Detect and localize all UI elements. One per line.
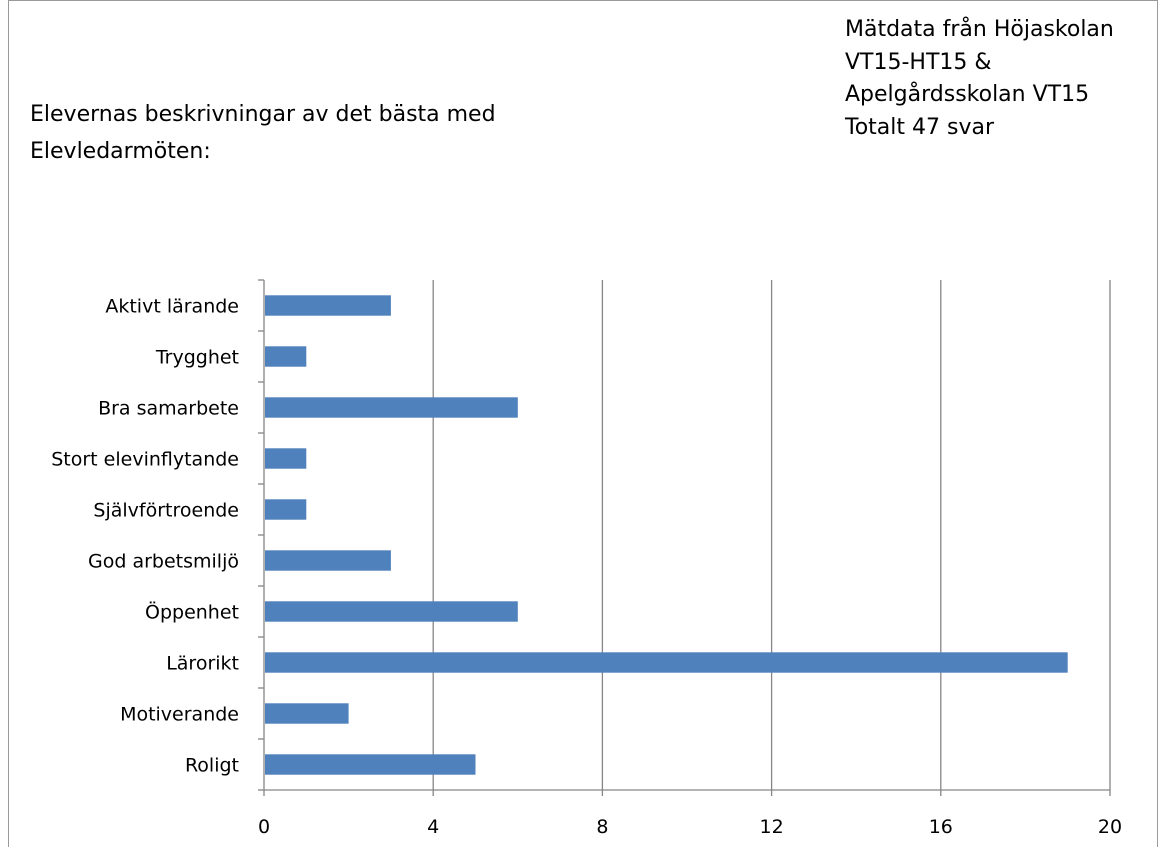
category-label-5: Självförtroende bbox=[93, 500, 239, 522]
chart-title-line-1: Elevernas beskrivningar av det bästa med bbox=[30, 102, 496, 127]
bar-4 bbox=[265, 448, 307, 469]
chart-title-line-2: Elevledarmöten: bbox=[30, 139, 211, 164]
bar-3 bbox=[265, 397, 518, 418]
x-tick-label-4: 16 bbox=[929, 816, 953, 838]
annotation-line-1: Mätdata från Höjaskolan bbox=[845, 17, 1114, 42]
chart-title: Elevernas beskrivningar av det bästa med… bbox=[30, 96, 496, 170]
category-label-4: Stort elevinflytande bbox=[51, 449, 239, 471]
category-label-10: Roligt bbox=[185, 755, 239, 777]
x-tick-label-0: 0 bbox=[258, 816, 270, 838]
bar-10 bbox=[265, 754, 476, 775]
chart-annotation: Mätdata från Höjaskolan VT15-HT15 & Apel… bbox=[845, 14, 1114, 144]
x-tick-label-2: 8 bbox=[596, 816, 608, 838]
chart-frame bbox=[8, 0, 1158, 847]
bar-1 bbox=[265, 295, 391, 316]
x-tick-label-5: 20 bbox=[1098, 816, 1122, 838]
annotation-line-2: VT15-HT15 & bbox=[845, 49, 992, 75]
bar-2 bbox=[265, 346, 307, 367]
category-label-7: Öppenhet bbox=[145, 601, 239, 624]
bar-5 bbox=[265, 499, 307, 520]
bar-9 bbox=[265, 703, 349, 724]
annotation-line-4: Totalt 47 svar bbox=[845, 114, 994, 140]
category-label-2: Trygghet bbox=[155, 347, 239, 369]
category-label-3: Bra samarbete bbox=[98, 398, 239, 420]
x-tick-label-3: 12 bbox=[760, 816, 784, 838]
category-label-1: Aktivt lärande bbox=[105, 296, 239, 318]
category-label-9: Motiverande bbox=[120, 704, 239, 726]
bar-8 bbox=[265, 652, 1068, 673]
bar-7 bbox=[265, 601, 518, 622]
category-label-6: God arbetsmiljö bbox=[88, 551, 239, 573]
category-label-8: Lärorikt bbox=[166, 653, 239, 675]
bar-6 bbox=[265, 550, 391, 571]
x-tick-label-1: 4 bbox=[427, 816, 439, 838]
annotation-line-3: Apelgårdsskolan VT15 bbox=[845, 82, 1090, 107]
